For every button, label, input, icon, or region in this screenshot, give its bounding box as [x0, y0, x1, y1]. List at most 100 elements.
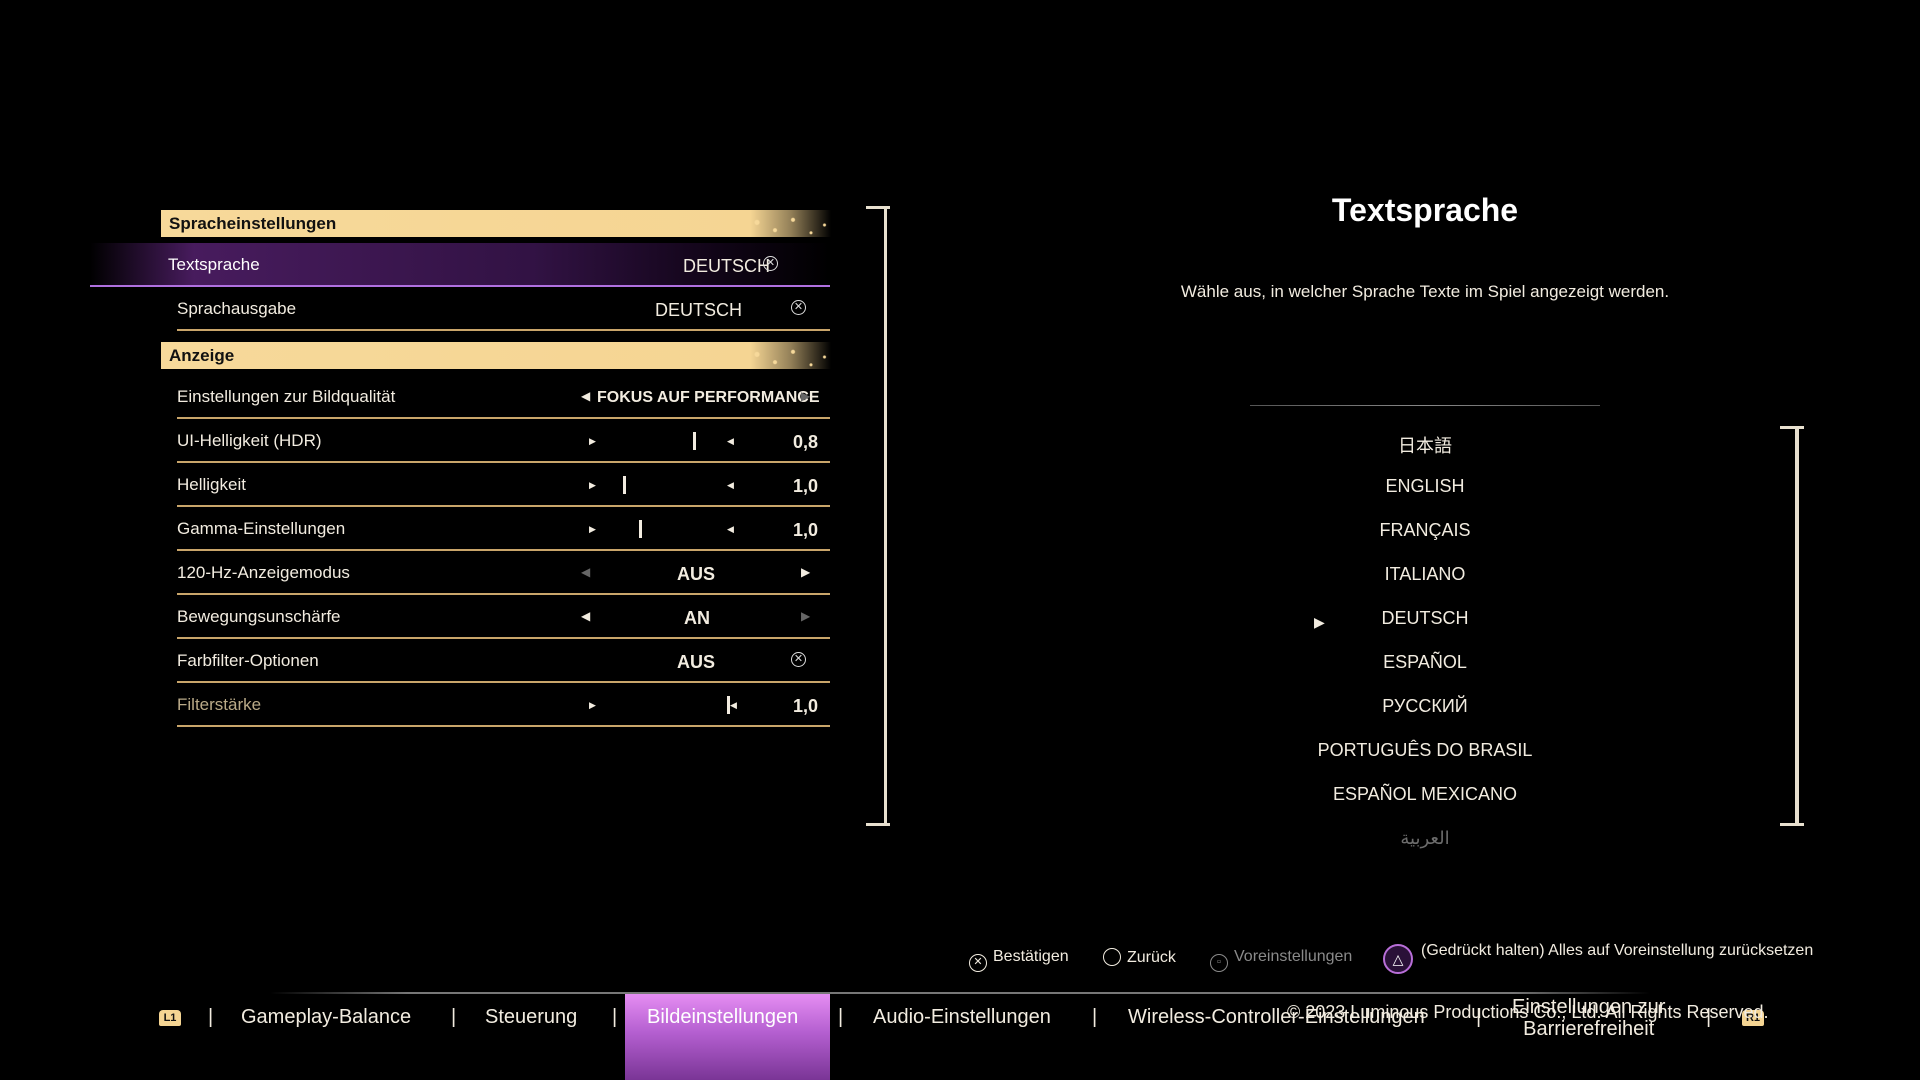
slider-increase-icon[interactable]: ▶ — [589, 524, 596, 534]
tab-gameplay-balance[interactable]: Gameplay-Balance — [241, 1006, 412, 1028]
hint-confirm: ✕ Bestätigen — [969, 948, 1069, 972]
info-panel-description: Wähle aus, in welcher Sprache Texte im S… — [1180, 282, 1670, 301]
cross-button-icon: ✕ — [763, 256, 778, 271]
tab-controls[interactable]: Steuerung — [485, 1006, 578, 1028]
setting-row-120hz-mode[interactable]: 120-Hz-Anzeigemodus ◀ AUS ▶ — [177, 551, 830, 595]
hint-defaults: ▫ Voreinstellungen — [1210, 948, 1352, 972]
tabbar-divider — [270, 992, 1650, 994]
setting-value: DEUTSCH — [654, 300, 742, 320]
slider-increase-icon[interactable]: ▶ — [589, 700, 596, 710]
setting-value: DEUTSCH — [682, 256, 770, 276]
slider-decrease-icon[interactable]: ◀ — [730, 700, 737, 710]
setting-row-motion-blur[interactable]: Bewegungsunschärfe ◀ AN ▶ — [177, 595, 830, 639]
setting-value: 0,8 — [792, 432, 818, 452]
scroll-bracket-bottom — [1780, 823, 1804, 826]
tab-separator: | — [1706, 1006, 1712, 1028]
language-option[interactable]: ENGLISH — [1385, 476, 1465, 496]
slider-increase-icon[interactable]: ▶ — [589, 436, 596, 446]
cross-button-icon: ✕ — [969, 954, 987, 972]
setting-label: 120-Hz-Anzeigemodus — [177, 563, 350, 582]
language-option[interactable]: ESPAÑOL — [1383, 652, 1467, 672]
cross-button-icon: ✕ — [791, 652, 806, 667]
setting-value: AN — [684, 608, 710, 628]
setting-value: 1,0 — [792, 476, 818, 496]
setting-row-voice-language[interactable]: Sprachausgabe DEUTSCH ✕ — [177, 287, 830, 331]
r1-shoulder-icon[interactable]: R1 — [1742, 1010, 1764, 1026]
selection-pointer-icon: ▶ — [1314, 614, 1325, 630]
arrow-left-icon[interactable]: ◀ — [581, 389, 591, 403]
section-header-language: Spracheinstellungen — [161, 210, 831, 238]
circle-button-icon — [1103, 948, 1121, 966]
arrow-left-icon[interactable]: ◀ — [581, 609, 591, 623]
arrow-right-icon[interactable]: ▶ — [801, 389, 811, 403]
copyright-notice: © 2023 Luminous Productions Co., Ltd. Al… — [1287, 1002, 1769, 1022]
paint-splatter-decoration — [739, 344, 829, 370]
setting-row-color-filter[interactable]: Farbfilter-Optionen AUS ✕ — [177, 639, 830, 683]
language-option[interactable]: РУССКИЙ — [1382, 696, 1468, 716]
setting-row-brightness[interactable]: Helligkeit ▶ ◀ 1,0 — [177, 463, 830, 507]
language-option[interactable]: 日本語 — [1398, 436, 1452, 456]
setting-label: Bewegungsunschärfe — [177, 607, 341, 626]
paint-splatter-decoration — [739, 212, 829, 238]
tab-separator: | — [838, 1006, 844, 1028]
slider-thumb[interactable] — [727, 696, 730, 714]
slider-decrease-icon[interactable]: ◀ — [727, 524, 734, 534]
tab-separator: | — [208, 1006, 214, 1028]
scroll-bracket-bottom — [866, 823, 890, 826]
language-option[interactable]: ESPAÑOL MEXICANO — [1332, 784, 1518, 804]
setting-row-image-quality[interactable]: Einstellungen zur Bildqualität ◀ FOKUS A… — [177, 375, 830, 419]
slider-thumb[interactable] — [623, 476, 626, 494]
setting-value: 1,0 — [792, 520, 818, 540]
setting-label: Textsprache — [168, 255, 260, 274]
setting-row-text-language[interactable]: Textsprache DEUTSCH ✕ — [90, 243, 830, 287]
tab-image-settings[interactable]: Bildeinstellungen — [647, 1006, 799, 1028]
scroll-bracket-top — [1780, 426, 1804, 429]
slider-thumb[interactable] — [693, 432, 696, 450]
cross-button-icon: ✕ — [791, 300, 806, 315]
hint-reset-all: △ (Gedrückt halten) Alles auf Voreinstell… — [1383, 942, 1813, 974]
square-button-icon: ▫ — [1210, 954, 1228, 972]
tab-separator: | — [1476, 1006, 1482, 1028]
language-option[interactable]: PORTUGUÊS DO BRASIL — [1317, 740, 1533, 760]
setting-label: Sprachausgabe — [177, 299, 297, 318]
triangle-button-icon: △ — [1383, 944, 1413, 974]
arrow-right-icon[interactable]: ▶ — [801, 565, 811, 579]
setting-value: 1,0 — [792, 696, 818, 716]
language-option-selected[interactable]: DEUTSCH — [1381, 608, 1469, 628]
tab-wireless-controller[interactable]: Wireless-Controller-Einstellungen — [1128, 1006, 1425, 1028]
setting-label: Helligkeit — [177, 475, 246, 494]
setting-label: Farbfilter-Optionen — [177, 651, 319, 670]
setting-label: Gamma-Einstellungen — [177, 519, 346, 538]
arrow-right-icon[interactable]: ▶ — [801, 609, 811, 623]
hint-back: Zurück — [1103, 948, 1176, 967]
tab-separator: | — [451, 1006, 457, 1028]
setting-row-ui-brightness[interactable]: UI-Helligkeit (HDR) ▶ ◀ 0,8 — [177, 419, 830, 463]
scroll-bracket-top — [866, 206, 890, 209]
tab-separator: | — [612, 1006, 618, 1028]
setting-row-filter-strength[interactable]: Filterstärke ▶ ◀ 1,0 — [177, 683, 830, 727]
l1-shoulder-icon[interactable]: L1 — [159, 1010, 181, 1026]
setting-value: AUS — [677, 652, 716, 672]
setting-label: Filterstärke — [177, 695, 262, 714]
slider-decrease-icon[interactable]: ◀ — [727, 480, 734, 490]
arrow-left-icon[interactable]: ◀ — [581, 565, 591, 579]
setting-row-gamma[interactable]: Gamma-Einstellungen ▶ ◀ 1,0 — [177, 507, 830, 551]
scrollbar[interactable] — [1795, 426, 1799, 826]
info-panel-title: Textsprache — [1331, 192, 1519, 228]
tab-separator: | — [1092, 1006, 1098, 1028]
scrollbar[interactable] — [884, 206, 887, 826]
setting-label: Einstellungen zur Bildqualität — [177, 387, 396, 406]
section-header-display: Anzeige — [161, 342, 831, 370]
active-tab-highlight — [625, 994, 830, 1080]
slider-thumb[interactable] — [639, 520, 642, 538]
language-option[interactable]: ITALIANO — [1384, 564, 1466, 584]
setting-value: FOKUS AUF PERFORMANCE — [597, 389, 820, 406]
tab-audio-settings[interactable]: Audio-Einstellungen — [873, 1006, 1051, 1028]
tab-accessibility[interactable]: Einstellungen zur Barrierefreiheit — [1512, 996, 1666, 1040]
setting-label: UI-Helligkeit (HDR) — [177, 431, 322, 450]
setting-value: AUS — [677, 564, 716, 584]
language-option[interactable]: FRANÇAIS — [1379, 520, 1471, 540]
slider-increase-icon[interactable]: ▶ — [589, 480, 596, 490]
slider-decrease-icon[interactable]: ◀ — [727, 436, 734, 446]
language-option[interactable]: العربية — [1400, 828, 1450, 848]
